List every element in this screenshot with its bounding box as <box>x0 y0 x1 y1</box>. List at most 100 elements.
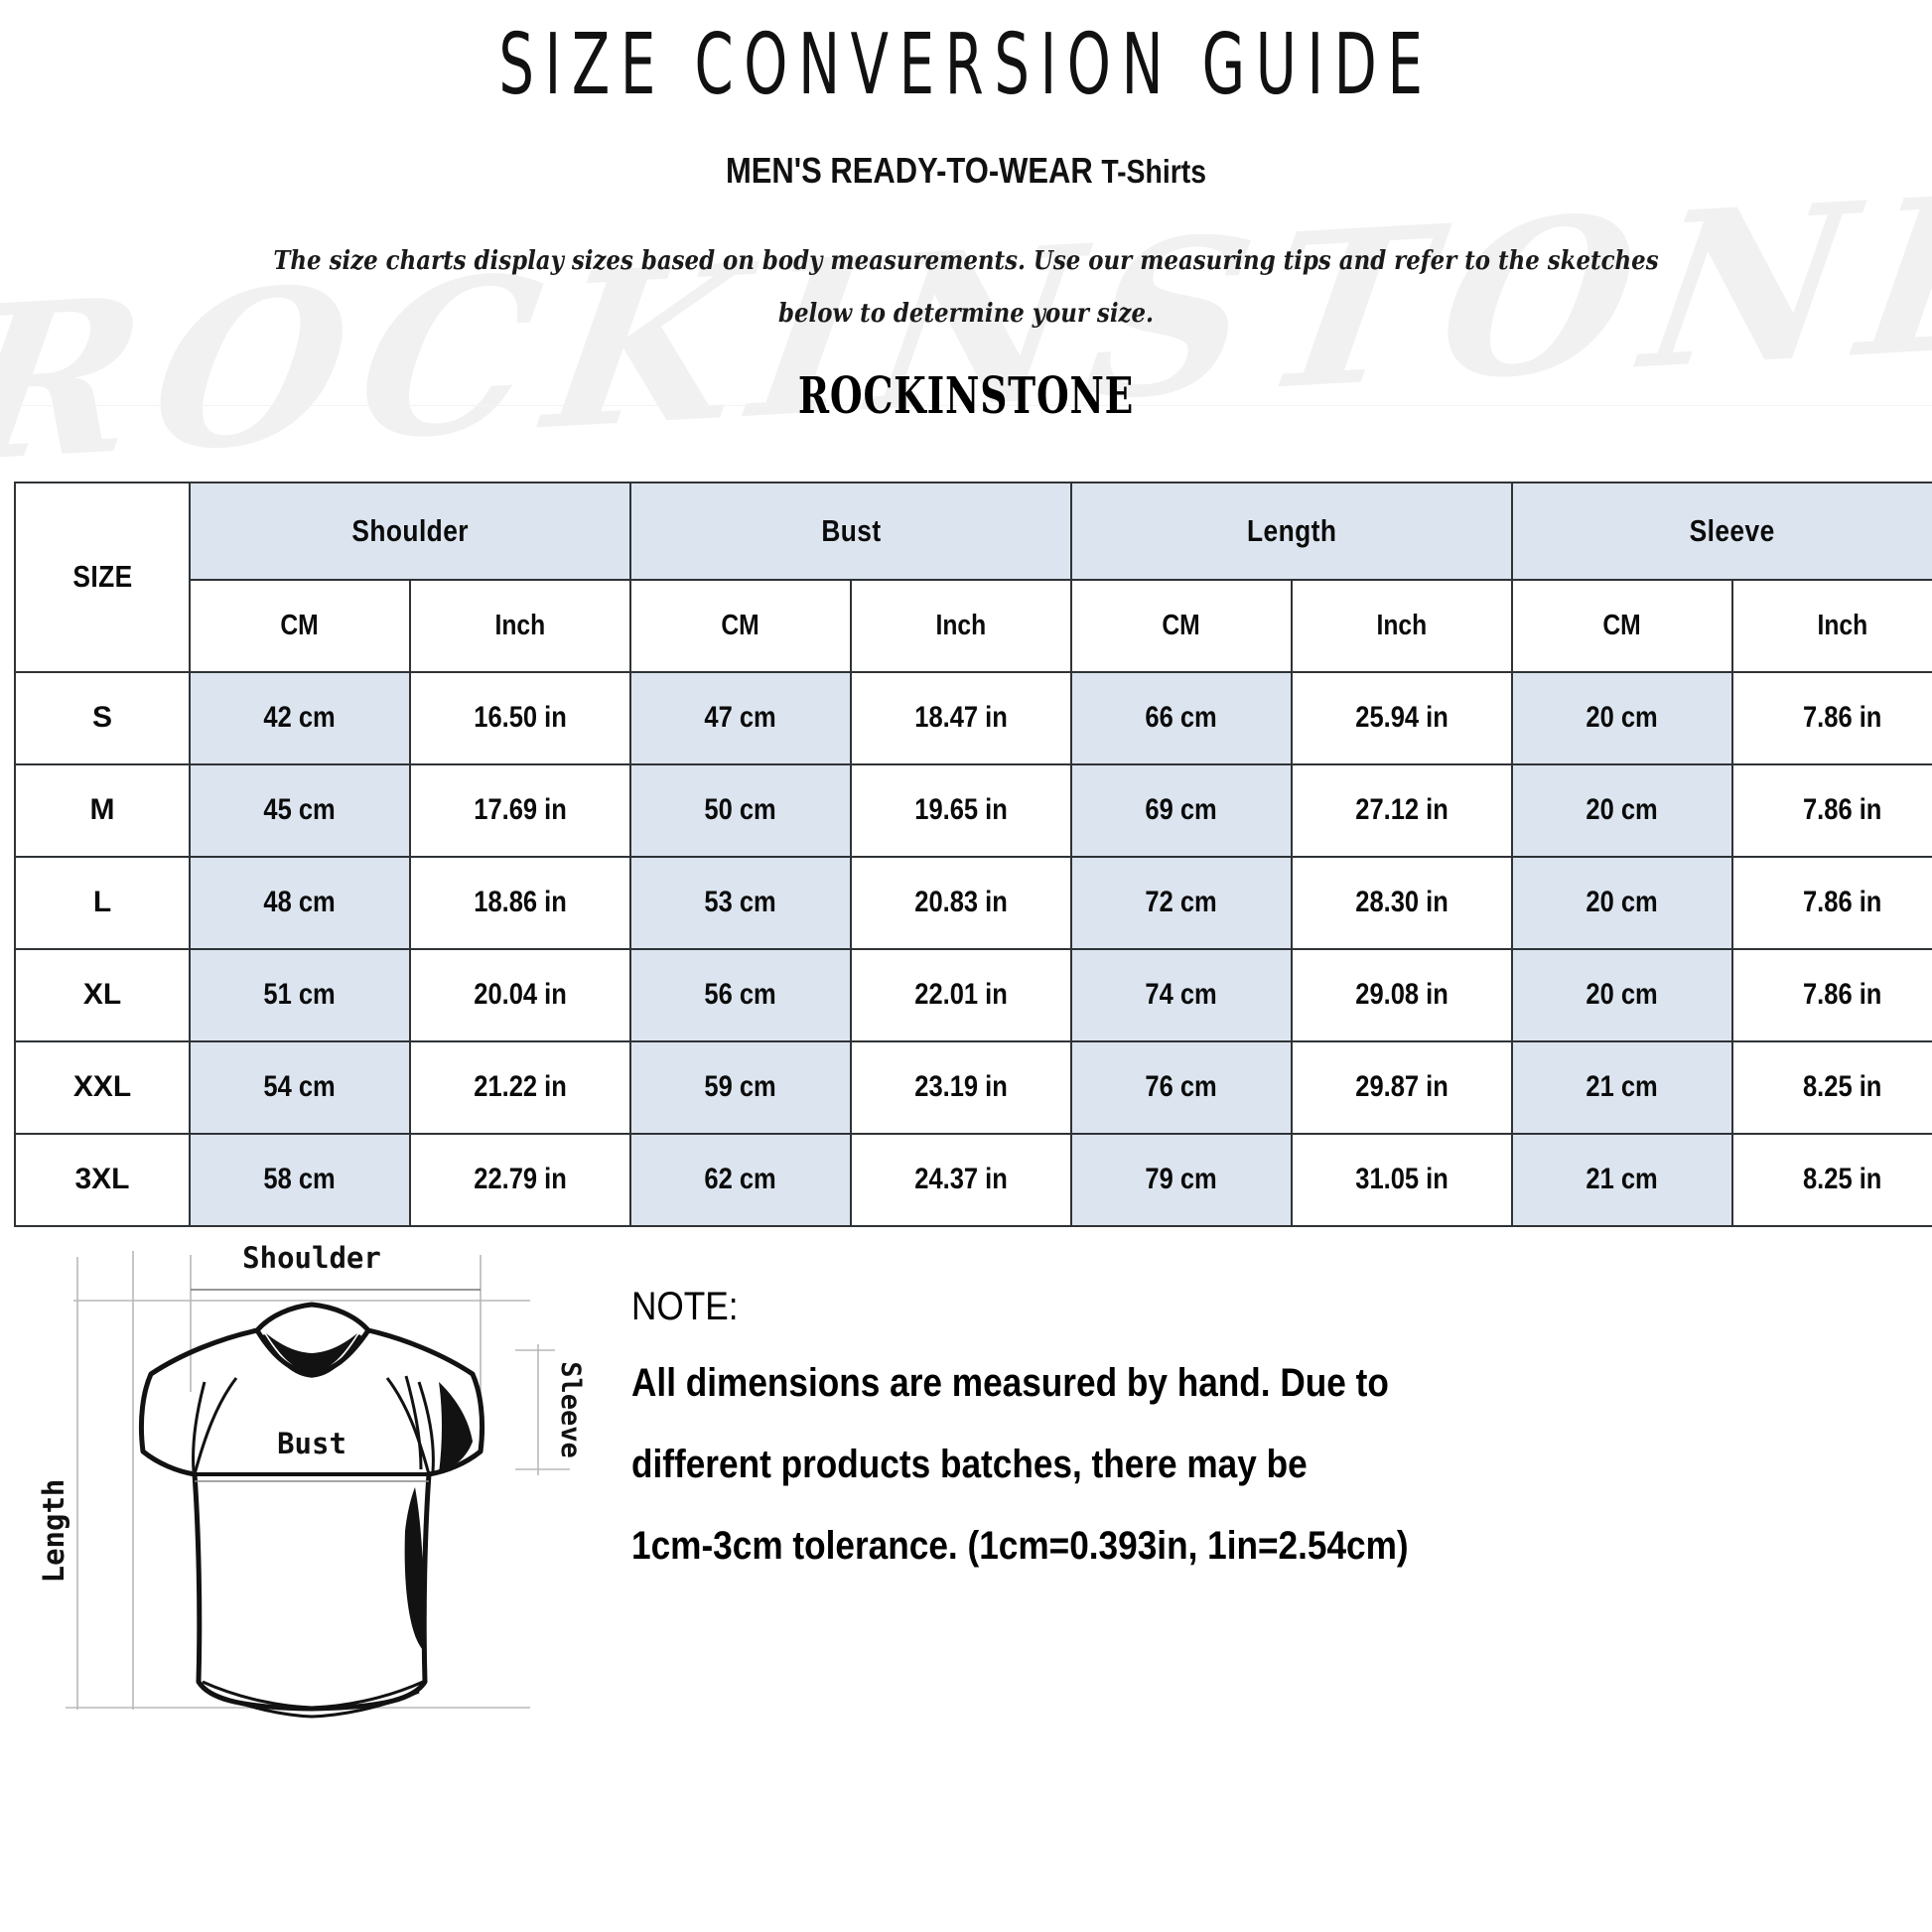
table-row: S 42 cm 16.50 in 47 cm 18.47 in 66 cm 25.94 in… <box>14 670 1932 765</box>
header-unit-bust-cm: CM <box>629 578 852 673</box>
diagram-label-shoulder: Shoulder <box>242 1241 381 1275</box>
cell-measurement: 23.19 in <box>849 1039 1073 1135</box>
size-conversion-table: SIZE Shoulder Bust Length Sleeve CM Inch… <box>14 481 1932 1227</box>
cell-measurement: 62 cm <box>629 1132 852 1227</box>
cell-size: 3XL <box>14 1132 191 1227</box>
description-line-1: The size charts display sizes based on b… <box>273 246 1659 276</box>
cell-measurement: 51 cm <box>189 947 411 1042</box>
header-unit-sleeve-inch: Inch <box>1731 578 1932 673</box>
cell-measurement: 29.87 in <box>1291 1039 1514 1135</box>
cell-measurement: 53 cm <box>629 855 852 950</box>
note-line-2: different products batches, there may be <box>631 1442 1308 1486</box>
page-title: SIZE CONVERSION GUIDE <box>498 14 1434 114</box>
table-group-header-row: SIZE Shoulder Bust Length Sleeve <box>14 481 1932 673</box>
cell-measurement: 8.25 in <box>1731 1132 1932 1227</box>
table-row: XXL 54 cm 21.22 in 59 cm 23.19 in 76 cm 29.87 … <box>14 1039 1932 1135</box>
header-unit-bust-inch: Inch <box>849 578 1073 673</box>
cell-measurement: 16.50 in <box>409 670 631 765</box>
cell-size: M <box>14 762 191 858</box>
table-row: XL 51 cm 20.04 in 56 cm 22.01 in 74 cm 29.08 i… <box>14 947 1932 1042</box>
header-group-bust: Bust <box>628 481 1073 581</box>
cell-measurement: 17.69 in <box>409 762 631 858</box>
size-table-container: SIZE Shoulder Bust Length Sleeve CM Inch… <box>0 481 1932 1227</box>
cell-measurement: 42 cm <box>189 670 411 765</box>
cell-measurement: 20.83 in <box>849 855 1073 950</box>
header-unit-length-inch: Inch <box>1291 578 1514 673</box>
table-row: 3XL 58 cm 22.79 in 62 cm 24.37 in 79 cm 31.05 … <box>14 1132 1932 1227</box>
subtitle-product: T-Shirts <box>1101 153 1206 190</box>
cell-measurement: 19.65 in <box>849 762 1073 858</box>
cell-measurement: 22.01 in <box>849 947 1073 1042</box>
cell-measurement: 76 cm <box>1070 1039 1294 1135</box>
cell-measurement: 20.04 in <box>409 947 631 1042</box>
cell-measurement: 58 cm <box>189 1132 411 1227</box>
header-unit-shoulder-cm: CM <box>189 578 411 673</box>
cell-measurement: 72 cm <box>1070 855 1294 950</box>
diagram-label-length: Length <box>37 1478 70 1583</box>
cell-measurement: 69 cm <box>1070 762 1294 858</box>
cell-measurement: 31.05 in <box>1291 1132 1514 1227</box>
header-unit-length-cm: CM <box>1070 578 1294 673</box>
table-unit-header-row: CM Inch CM Inch CM Inch CM Inch <box>15 578 1932 673</box>
tshirt-sleeve-folds <box>192 1375 435 1474</box>
note-line-3: 1cm-3cm tolerance. (1cm=0.393in, 1in=2.5… <box>631 1523 1409 1568</box>
table-row: M 45 cm 17.69 in 50 cm 19.65 in 69 cm 27.12 in… <box>14 762 1932 858</box>
cell-measurement: 24.37 in <box>849 1132 1073 1227</box>
note-heading: NOTE: <box>631 1284 739 1328</box>
tshirt-hem-lines <box>202 1680 424 1719</box>
header-unit-shoulder-inch: Inch <box>409 578 631 673</box>
header-group-length: Length <box>1070 481 1514 581</box>
cell-measurement: 45 cm <box>189 762 411 858</box>
cell-measurement: 7.86 in <box>1731 762 1932 858</box>
description-text: The size charts display sizes based on b… <box>116 235 1816 342</box>
description-line-2: below to determine your size. <box>777 299 1155 330</box>
cell-measurement: 7.86 in <box>1731 855 1932 950</box>
cell-measurement: 21.22 in <box>409 1039 631 1135</box>
cell-measurement: 74 cm <box>1070 947 1294 1042</box>
cell-measurement: 28.30 in <box>1291 855 1514 950</box>
dimension-guides <box>66 1250 570 1710</box>
cell-measurement: 29.08 in <box>1291 947 1514 1042</box>
tshirt-illustration <box>138 1302 485 1712</box>
cell-measurement: 59 cm <box>629 1039 852 1135</box>
watermark-divider-line <box>0 405 1932 406</box>
header-group-sleeve: Sleeve <box>1511 481 1932 581</box>
cell-measurement: 47 cm <box>629 670 852 765</box>
cell-measurement: 66 cm <box>1070 670 1294 765</box>
cell-size: XL <box>14 947 191 1042</box>
cell-measurement: 22.79 in <box>409 1132 631 1227</box>
table-row: L 48 cm 18.86 in 53 cm 20.83 in 72 cm 28.30 in… <box>14 855 1932 950</box>
cell-measurement: 7.86 in <box>1731 947 1932 1042</box>
cell-measurement: 54 cm <box>189 1039 411 1135</box>
header-group-shoulder: Shoulder <box>189 481 631 581</box>
subtitle-category: MEN'S READY-TO-WEAR <box>725 150 1093 191</box>
cell-measurement: 18.47 in <box>849 670 1073 765</box>
cell-measurement: 20 cm <box>1511 947 1734 1042</box>
cell-measurement: 27.12 in <box>1291 762 1514 858</box>
cell-measurement: 20 cm <box>1511 762 1734 858</box>
bottom-section: Shoulder Length Sleeve <box>0 1233 1932 1749</box>
diagram-label-bust: Bust <box>277 1427 346 1460</box>
cell-measurement: 25.94 in <box>1291 670 1514 765</box>
cell-measurement: 48 cm <box>189 855 411 950</box>
note-block: NOTE: All dimensions are measured by han… <box>610 1233 1918 1607</box>
cell-measurement: 18.86 in <box>409 855 631 950</box>
cell-measurement: 20 cm <box>1511 670 1734 765</box>
brand-name: ROCKINSTONE <box>797 366 1135 426</box>
header-size: SIZE <box>14 481 191 673</box>
cell-size: S <box>14 670 191 765</box>
cell-measurement: 7.86 in <box>1731 670 1932 765</box>
header-unit-sleeve-cm: CM <box>1511 578 1734 673</box>
tshirt-measurement-diagram: Shoulder Length Sleeve <box>14 1233 610 1749</box>
tshirt-diagram-svg: Shoulder Length Sleeve <box>37 1241 586 1719</box>
cell-measurement: 50 cm <box>629 762 852 858</box>
cell-size: L <box>14 855 191 950</box>
cell-measurement: 56 cm <box>629 947 852 1042</box>
cell-measurement: 21 cm <box>1511 1132 1734 1227</box>
cell-measurement: 21 cm <box>1511 1039 1734 1135</box>
diagram-label-sleeve: Sleeve <box>555 1361 586 1458</box>
tshirt-shading <box>266 1332 473 1650</box>
cell-measurement: 79 cm <box>1070 1132 1294 1227</box>
cell-measurement: 8.25 in <box>1731 1039 1932 1135</box>
